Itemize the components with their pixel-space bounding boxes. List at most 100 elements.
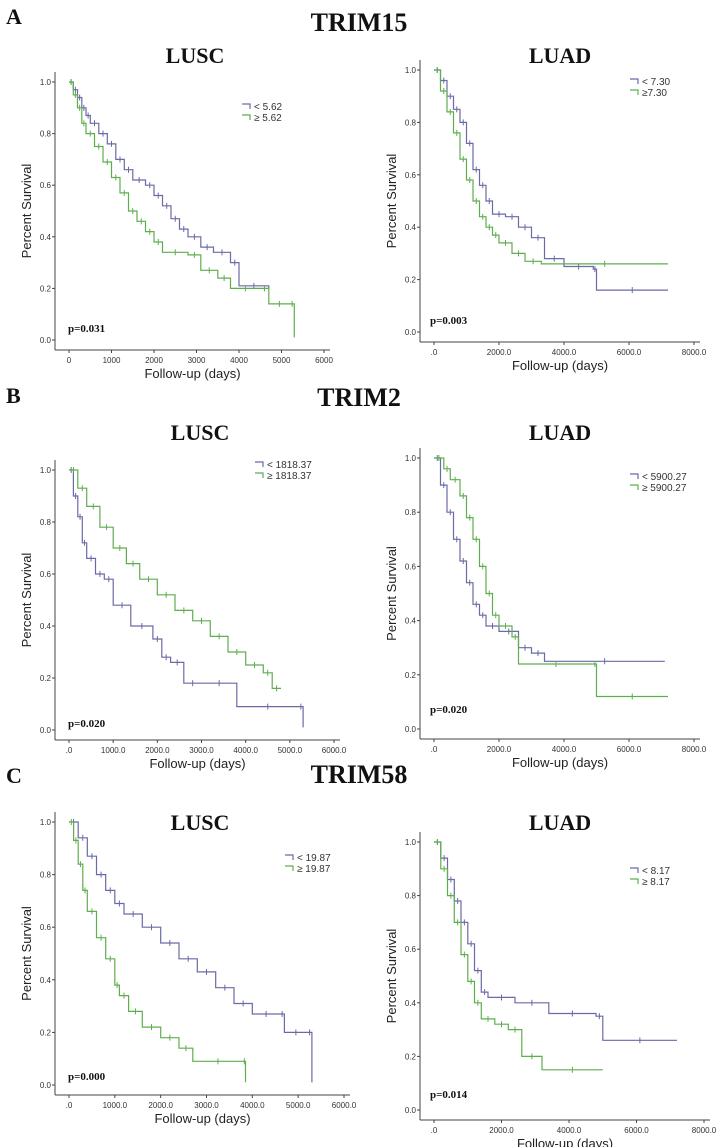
legend-label: ≥7.30 bbox=[642, 88, 667, 99]
y-tick-label: 1.0 bbox=[40, 78, 52, 87]
x-tick-label: 5000.0 bbox=[286, 1101, 311, 1110]
panel-letter-a: A bbox=[6, 4, 22, 29]
legend-label: < 7.30 bbox=[642, 77, 671, 88]
y-tick-label: 0.2 bbox=[405, 276, 417, 285]
series-line-high-expression bbox=[434, 841, 603, 1071]
x-tick-label: 8000.0 bbox=[682, 348, 707, 357]
chart-title: LUSC bbox=[166, 43, 225, 68]
x-tick-label: 1000.0 bbox=[101, 746, 126, 755]
x-tick-label: 2000.0 bbox=[487, 348, 512, 357]
chart-title: LUSC bbox=[171, 810, 230, 835]
y-tick-label: 0.0 bbox=[40, 336, 52, 345]
x-tick-label: 4000.0 bbox=[233, 746, 258, 755]
km-chart-c-luad: 0.0 0.2 0.4 0.6 0.8 1.0 .0 2000.0 4000.0 6000.0 80… bbox=[384, 810, 717, 1147]
series-line-low-expression bbox=[434, 841, 677, 1041]
y-tick-label: 0.8 bbox=[405, 118, 417, 127]
x-tick-label: .0 bbox=[431, 348, 438, 357]
y-tick-label: 0.6 bbox=[40, 570, 52, 579]
legend-swatch bbox=[630, 473, 639, 479]
legend-swatch bbox=[242, 103, 251, 109]
x-axis-label: Follow-up (days) bbox=[512, 755, 608, 770]
series-line-low-expression bbox=[69, 821, 313, 1083]
x-axis-label: Follow-up (days) bbox=[144, 366, 240, 381]
y-tick-label: 0.2 bbox=[40, 284, 52, 293]
legend-swatch bbox=[285, 854, 294, 860]
x-tick-label: 6000.0 bbox=[322, 746, 347, 755]
gene-title-trim15: TRIM15 bbox=[310, 8, 408, 37]
p-value-label: p=0.003 bbox=[430, 315, 468, 327]
y-tick-label: 0.4 bbox=[40, 622, 52, 631]
x-tick-label: 6000.0 bbox=[624, 1126, 649, 1135]
series-line-high-expression bbox=[69, 821, 247, 1083]
series-line-high-expression bbox=[69, 469, 281, 689]
y-axis-label: Percent Survival bbox=[384, 929, 399, 1024]
y-tick-label: 0.4 bbox=[40, 233, 52, 242]
y-tick-label: 0.0 bbox=[405, 328, 417, 337]
x-tick-label: 4000.0 bbox=[552, 348, 577, 357]
legend-swatch bbox=[255, 472, 264, 478]
series-line-high-expression bbox=[434, 457, 668, 698]
x-tick-label: 4000.0 bbox=[240, 1101, 265, 1110]
series-line-high-expression bbox=[69, 81, 295, 338]
y-tick-label: 0.6 bbox=[405, 562, 417, 571]
y-axis-label: Percent Survival bbox=[384, 154, 399, 249]
x-axis-label: Follow-up (days) bbox=[517, 1136, 613, 1147]
series-line-low-expression bbox=[69, 81, 270, 289]
y-tick-label: 1.0 bbox=[40, 818, 52, 827]
y-axis-label: Percent Survival bbox=[19, 906, 34, 1001]
legend-swatch bbox=[630, 78, 639, 84]
x-tick-label: 3000.0 bbox=[189, 746, 214, 755]
x-tick-label: .0 bbox=[431, 745, 438, 754]
x-tick-label: 8000.0 bbox=[692, 1126, 717, 1135]
x-tick-label: 6000.0 bbox=[332, 1101, 357, 1110]
x-tick-label: 4000 bbox=[230, 356, 248, 365]
x-tick-label: 5000 bbox=[273, 356, 291, 365]
chart-title: LUAD bbox=[529, 43, 591, 68]
y-tick-label: 0.2 bbox=[40, 674, 52, 683]
y-tick-label: 0.6 bbox=[405, 945, 417, 954]
x-tick-label: 6000.0 bbox=[617, 745, 642, 754]
y-axis-label: Percent Survival bbox=[384, 546, 399, 641]
gene-title-trim2: TRIM2 bbox=[317, 383, 401, 412]
y-tick-label: 1.0 bbox=[405, 838, 417, 847]
x-tick-label: 2000.0 bbox=[489, 1126, 514, 1135]
legend-label: < 5.62 bbox=[254, 102, 283, 113]
x-tick-label: 1000.0 bbox=[103, 1101, 128, 1110]
panel-letter-b: B bbox=[6, 383, 21, 408]
y-tick-label: 0.0 bbox=[405, 725, 417, 734]
legend-label: < 5900.27 bbox=[642, 472, 687, 483]
legend-swatch bbox=[630, 484, 639, 490]
y-tick-label: 0.4 bbox=[405, 617, 417, 626]
x-axis-label: Follow-up (days) bbox=[512, 358, 608, 373]
legend-label: < 8.17 bbox=[642, 866, 671, 877]
y-tick-label: 0.0 bbox=[40, 1081, 52, 1090]
legend-label: ≥ 19.87 bbox=[297, 864, 331, 875]
p-value-label: p=0.031 bbox=[68, 323, 105, 335]
x-tick-label: 6000.0 bbox=[617, 348, 642, 357]
y-axis-label: Percent Survival bbox=[19, 164, 34, 259]
y-tick-label: 0.2 bbox=[40, 1028, 52, 1037]
x-tick-label: 3000 bbox=[188, 356, 206, 365]
x-axis-label: Follow-up (days) bbox=[149, 756, 245, 771]
legend-swatch bbox=[242, 114, 251, 120]
km-chart-b-lusc: 0.0 0.2 0.4 0.6 0.8 1.0 .0 1000.0 2000.0 3000.0 40… bbox=[19, 420, 347, 771]
x-tick-label: .0 bbox=[66, 1101, 73, 1110]
y-tick-label: 0.8 bbox=[40, 130, 52, 139]
km-chart-c-lusc: 0.0 0.2 0.4 0.6 0.8 1.0 .0 1000.0 2000.0 3000.0 40… bbox=[19, 810, 357, 1126]
y-tick-label: 0.8 bbox=[405, 508, 417, 517]
x-tick-label: 0 bbox=[67, 356, 72, 365]
y-tick-label: 1.0 bbox=[40, 466, 52, 475]
legend-label: < 1818.37 bbox=[267, 460, 312, 471]
y-tick-label: 0.4 bbox=[405, 999, 417, 1008]
y-tick-label: 0.4 bbox=[40, 976, 52, 985]
p-value-label: p=0.014 bbox=[430, 1089, 468, 1101]
x-tick-label: 2000.0 bbox=[145, 746, 170, 755]
panel-letter-c: C bbox=[6, 763, 22, 788]
chart-title: LUAD bbox=[529, 420, 591, 445]
p-value-label: p=0.020 bbox=[430, 704, 468, 716]
legend-label: ≥ 1818.37 bbox=[267, 471, 312, 482]
y-tick-label: 0.4 bbox=[405, 223, 417, 232]
x-tick-label: 2000 bbox=[145, 356, 163, 365]
legend-swatch bbox=[630, 867, 639, 873]
